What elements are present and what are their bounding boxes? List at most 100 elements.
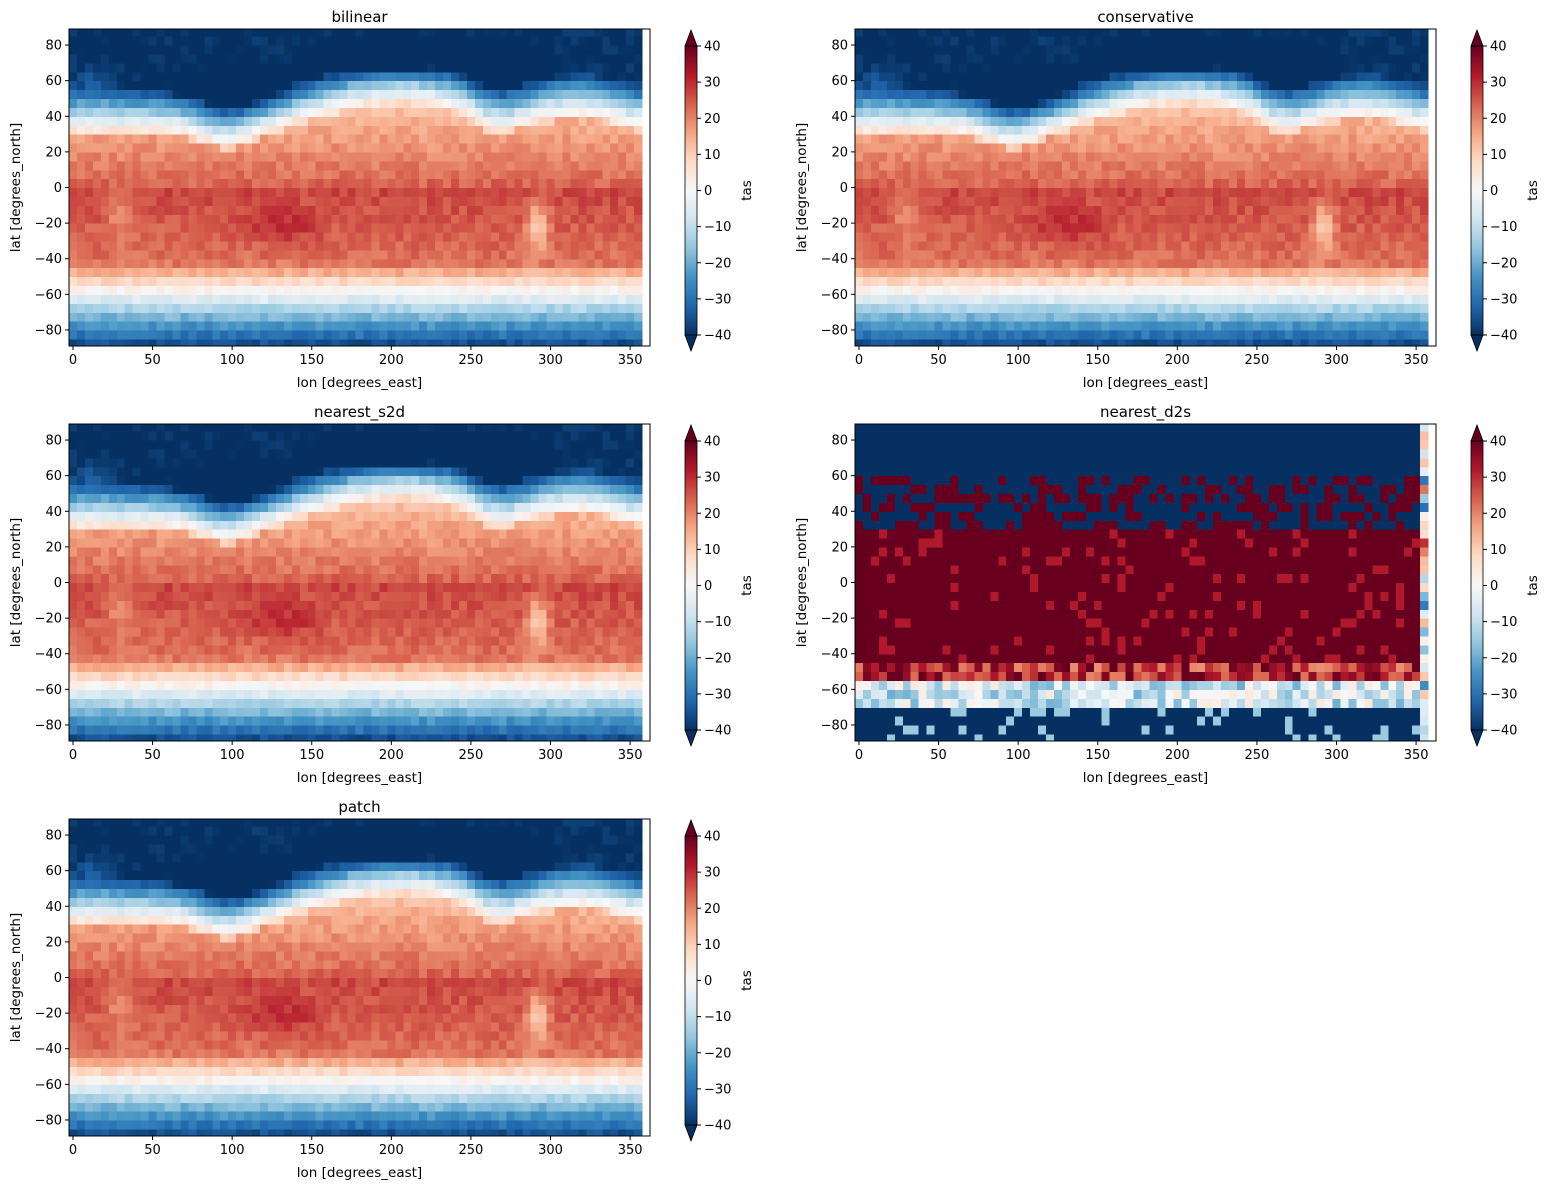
heatmap-cell: [870, 258, 880, 269]
heatmap-cell: [339, 53, 349, 64]
heatmap-cell: [339, 223, 349, 233]
heatmap-cell: [1404, 258, 1413, 269]
heatmap-cell: [140, 178, 150, 189]
heatmap-cell: [220, 232, 229, 242]
heatmap-cell: [387, 160, 396, 171]
heatmap-cell: [1332, 303, 1342, 313]
heatmap-cell: [331, 53, 341, 64]
heatmap-cell: [220, 134, 229, 144]
heatmap-cell: [990, 71, 999, 82]
heatmap-cell: [1229, 285, 1238, 295]
heatmap-cell: [419, 249, 428, 260]
heatmap-cell: [188, 45, 197, 55]
heatmap-cell: [1085, 267, 1095, 278]
heatmap-cell: [307, 107, 317, 117]
heatmap-cell: [594, 125, 603, 135]
heatmap-cell: [966, 223, 975, 233]
heatmap-cell: [474, 71, 484, 82]
heatmap-cell: [958, 329, 968, 340]
heatmap-cell: [172, 125, 182, 135]
heatmap-cell: [514, 29, 524, 37]
heatmap-cell: [910, 223, 920, 233]
heatmap-cell: [1308, 187, 1318, 197]
heatmap-cell: [1388, 160, 1397, 171]
heatmap-cell: [1165, 285, 1174, 295]
heatmap-cell: [538, 80, 548, 91]
heatmap-cell: [411, 240, 420, 251]
heatmap-cell: [466, 160, 476, 171]
heatmap-cell: [910, 53, 920, 64]
heatmap-cell: [1189, 142, 1198, 153]
heatmap-cell: [228, 312, 237, 322]
heatmap-cell: [626, 267, 635, 278]
heatmap-cell: [443, 53, 452, 64]
heatmap-cell: [1268, 258, 1278, 269]
heatmap-cell: [602, 142, 611, 153]
heatmap-cell: [164, 338, 174, 347]
heatmap-cell: [990, 53, 999, 64]
heatmap-cell: [363, 107, 373, 117]
heatmap-cell: [1149, 178, 1159, 189]
heatmap-cell: [538, 98, 548, 108]
heatmap-cell: [76, 214, 86, 224]
heatmap-cell: [315, 249, 325, 260]
heatmap-cell: [1284, 205, 1294, 215]
heatmap-cell: [140, 240, 150, 251]
heatmap-cell: [1300, 160, 1310, 171]
heatmap-cell: [958, 89, 968, 100]
heatmap-cell: [594, 321, 603, 331]
heatmap-cell: [307, 45, 317, 55]
heatmap-cell: [1364, 205, 1373, 215]
heatmap-cell: [347, 338, 357, 347]
heatmap-cell: [1022, 116, 1031, 126]
heatmap-cell: [291, 80, 301, 91]
heatmap-cell: [1380, 214, 1389, 224]
heatmap-cell: [140, 160, 150, 171]
heatmap-cell: [283, 36, 293, 46]
heatmap-cell: [974, 187, 983, 197]
heatmap-cell: [355, 29, 365, 37]
heatmap-cell: [1396, 294, 1405, 304]
heatmap-cell: [339, 240, 349, 251]
heatmap-cell: [371, 36, 380, 46]
heatmap-cell: [323, 214, 333, 224]
heatmap-cell: [124, 178, 134, 189]
heatmap-cell: [403, 312, 412, 322]
heatmap-cell: [1157, 223, 1166, 233]
heatmap-cell: [252, 240, 261, 251]
heatmap-cell: [204, 142, 213, 153]
heatmap-cell: [570, 53, 579, 64]
heatmap-cell: [1157, 232, 1166, 242]
heatmap-cell: [562, 142, 572, 153]
heatmap-cell: [498, 285, 508, 295]
heatmap-cell: [427, 62, 436, 73]
heatmap-cell: [140, 285, 150, 295]
y-tick-label: −40: [35, 252, 62, 267]
heatmap-cell: [363, 338, 373, 347]
heatmap-cell: [92, 321, 102, 331]
heatmap-cell: [578, 45, 587, 55]
heatmap-cell: [514, 187, 524, 197]
heatmap-cell: [458, 125, 468, 135]
heatmap-cell: [1053, 116, 1063, 126]
heatmap-cell: [1157, 321, 1166, 331]
heatmap-cell: [918, 232, 928, 242]
heatmap-cell: [196, 116, 205, 126]
heatmap-cell: [1173, 329, 1182, 340]
heatmap-cell: [140, 71, 150, 82]
heatmap-cell: [172, 89, 182, 100]
heatmap-cell: [886, 294, 896, 304]
heatmap-cell: [132, 134, 142, 144]
heatmap-cell: [626, 258, 635, 269]
heatmap-cell: [466, 285, 476, 295]
heatmap-cell: [212, 62, 221, 73]
heatmap-cell: [267, 223, 277, 233]
heatmap-cell: [1396, 267, 1405, 278]
heatmap-cell: [411, 285, 420, 295]
heatmap-cell: [466, 98, 476, 108]
heatmap-cell: [100, 187, 110, 197]
heatmap-cell: [69, 169, 78, 180]
heatmap-cell: [1181, 142, 1190, 153]
heatmap-cell: [918, 267, 928, 278]
heatmap-cell: [220, 258, 229, 269]
